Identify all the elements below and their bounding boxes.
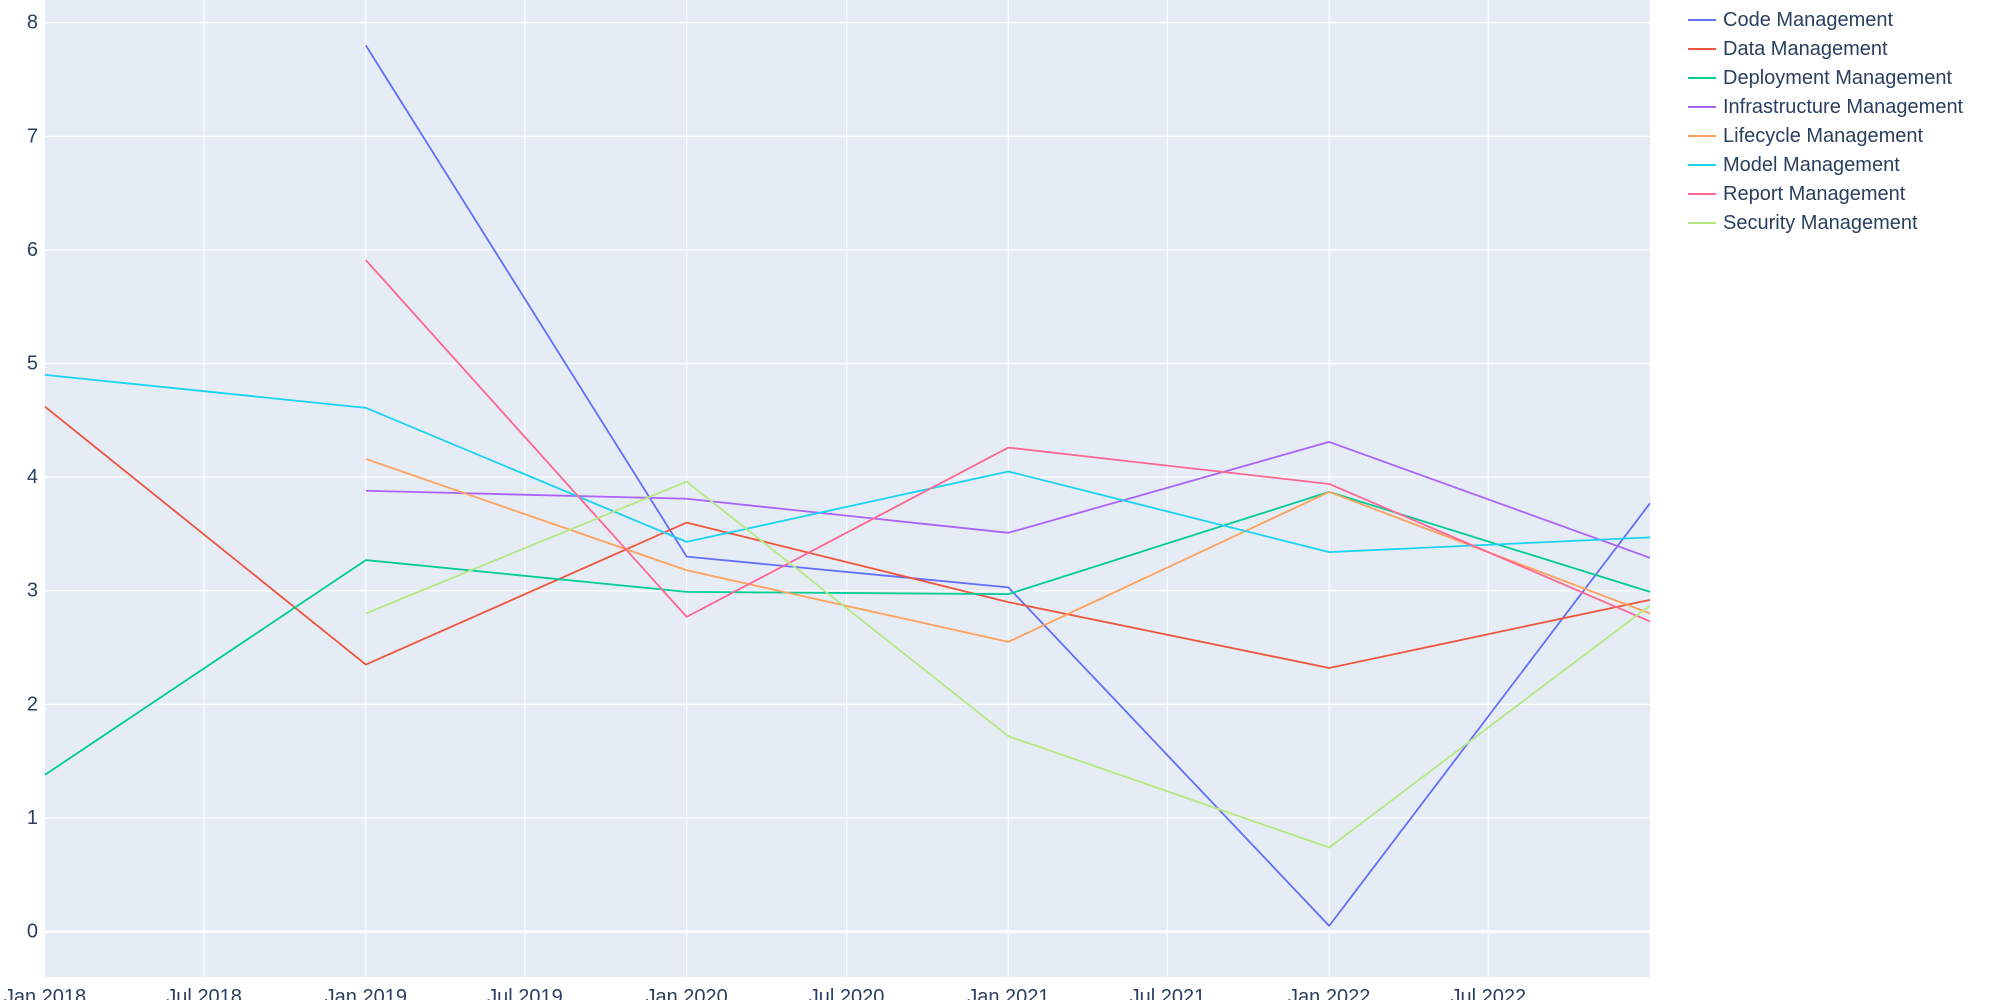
y-tick-label-7: 7: [27, 125, 38, 147]
x-tick-label-1: Jul 2018: [166, 986, 242, 1000]
x-tick-label-2: Jan 2019: [325, 986, 407, 1000]
y-tick-label-2: 2: [27, 693, 38, 715]
legend[interactable]: Code Management Data Management Deployment…: [1688, 9, 1964, 234]
legend-label-1: Data Management: [1723, 38, 1888, 60]
x-tick-label-4: Jan 2020: [646, 986, 728, 1000]
series-line-0: [365, 44, 1651, 927]
x-tick-label-3: Jul 2019: [487, 986, 563, 1000]
legend-item-1[interactable]: Data Management: [1688, 38, 1888, 60]
series-line-7: [365, 480, 1651, 849]
legend-item-5[interactable]: Model Management: [1688, 154, 1900, 176]
series-line-4: [365, 458, 1651, 643]
series-lines: [44, 44, 1651, 927]
x-tick-label-7: Jul 2021: [1130, 986, 1206, 1000]
plot-area: [45, 0, 1650, 977]
x-tick-label-9: Jul 2022: [1450, 986, 1526, 1000]
y-tick-label-1: 1: [27, 807, 38, 829]
series-line-3: [365, 441, 1651, 559]
legend-label-6: Report Management: [1723, 183, 1906, 205]
x-axis-ticks: Jan 2018 Jul 2018 Jan 2019 Jul 2019 Jan 2020…: [4, 986, 1526, 1000]
y-tick-label-4: 4: [27, 466, 38, 488]
y-tick-label-5: 5: [27, 353, 38, 375]
series-line-5: [44, 374, 1651, 554]
legend-label-7: Security Management: [1723, 212, 1918, 234]
gridlines: [45, 0, 1650, 977]
legend-label-5: Model Management: [1723, 154, 1900, 176]
series-line-1: [44, 405, 1651, 669]
legend-item-0[interactable]: Code Management: [1688, 9, 1894, 31]
series-line-2: [44, 491, 1651, 776]
y-tick-label-3: 3: [27, 580, 38, 602]
x-tick-label-0: Jan 2018: [4, 986, 86, 1000]
legend-item-3[interactable]: Infrastructure Management: [1688, 96, 1964, 118]
series-line-6: [365, 259, 1651, 623]
legend-label-4: Lifecycle Management: [1723, 125, 1924, 147]
y-tick-label-8: 8: [27, 12, 38, 34]
legend-label-3: Infrastructure Management: [1723, 96, 1964, 118]
legend-label-0: Code Management: [1723, 9, 1894, 31]
legend-item-6[interactable]: Report Management: [1688, 183, 1906, 205]
legend-item-4[interactable]: Lifecycle Management: [1688, 125, 1924, 147]
y-tick-label-0: 0: [27, 921, 38, 943]
x-tick-label-5: Jul 2020: [809, 986, 885, 1000]
y-tick-label-6: 6: [27, 239, 38, 261]
legend-item-7[interactable]: Security Management: [1688, 212, 1918, 234]
legend-label-2: Deployment Management: [1723, 67, 1952, 89]
x-tick-label-6: Jan 2021: [967, 986, 1049, 1000]
y-axis-ticks: 0 1 2 3 4 5 6 7 8: [27, 12, 38, 943]
legend-item-2[interactable]: Deployment Management: [1688, 67, 1952, 89]
x-tick-label-8: Jan 2022: [1288, 986, 1370, 1000]
